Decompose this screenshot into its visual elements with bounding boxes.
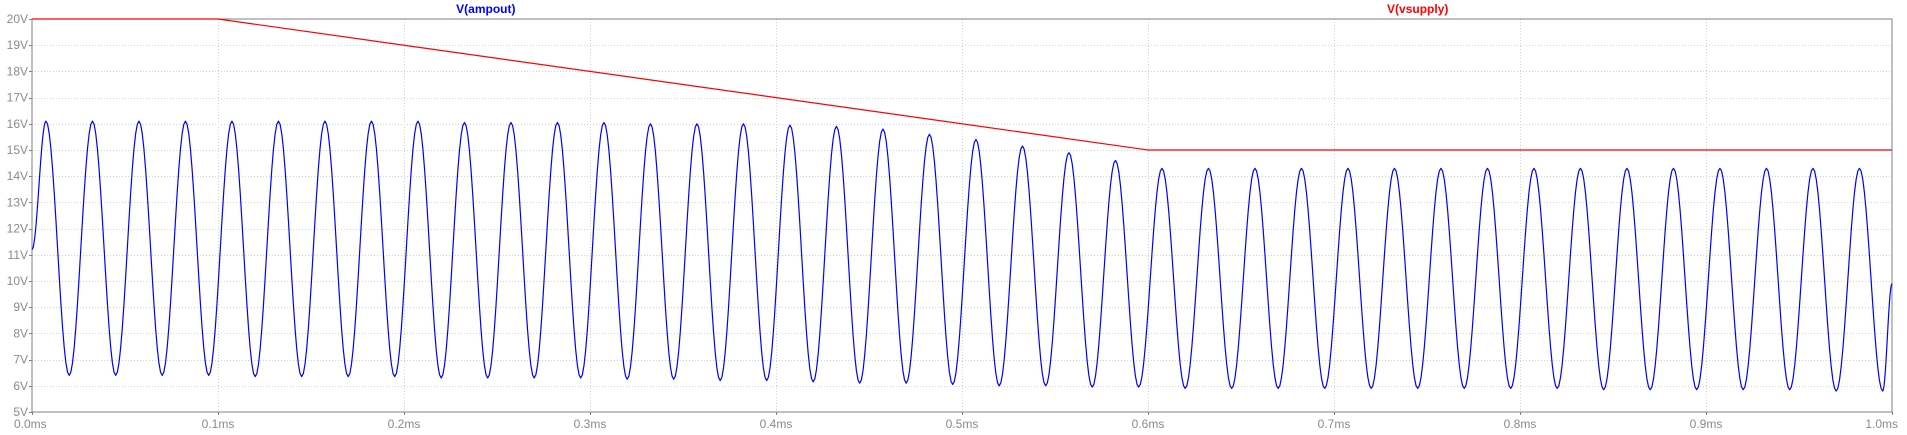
- x-tick-label: 0.1ms: [202, 417, 235, 431]
- y-tick-label: 15V: [7, 143, 28, 157]
- y-tick-label: 19V: [7, 38, 28, 52]
- legend[interactable]: V(vsupply) V(ampout): [456, 2, 1448, 16]
- y-tick-label: 18V: [7, 64, 28, 78]
- x-axis-ticks: 0.0ms 0.1ms 0.2ms 0.3ms 0.4ms 0.5ms 0.6ms 0.7ms…: [14, 412, 1898, 431]
- y-tick-label: 20V: [7, 12, 28, 26]
- y-tick-label: 17V: [7, 91, 28, 105]
- series-line-v-ampout[interactable]: [31, 120, 1893, 392]
- x-tick-label: 0.2ms: [388, 417, 421, 431]
- y-tick-label: 14V: [7, 169, 28, 183]
- y-tick-label: 8V: [13, 326, 28, 340]
- series-layer: [31, 18, 1893, 392]
- y-tick-label: 16V: [7, 117, 28, 131]
- x-tick-label: 0.4ms: [760, 417, 793, 431]
- legend-label-v-ampout[interactable]: V(ampout): [456, 2, 515, 16]
- y-tick-label: 10V: [7, 274, 28, 288]
- x-tick-label: 0.5ms: [946, 417, 979, 431]
- x-tick-label: 0.9ms: [1690, 417, 1723, 431]
- y-tick-label: 7V: [13, 353, 28, 367]
- y-tick-label: 12V: [7, 222, 28, 236]
- y-tick-label: 6V: [13, 379, 28, 393]
- y-tick-label: 5V: [13, 405, 28, 419]
- x-tick-label: 0.6ms: [1132, 417, 1165, 431]
- x-tick-label: 0.0ms: [14, 417, 47, 431]
- y-tick-label: 13V: [7, 195, 28, 209]
- x-tick-label: 0.7ms: [1318, 417, 1351, 431]
- series-line-v-vsupply[interactable]: [32, 18, 1892, 151]
- y-axis-ticks: 5V 6V 7V 8V 9V 10V 11V 12V 13V 14V 15V 16V 17V 18V 19V…: [7, 12, 32, 419]
- x-tick-label: 0.8ms: [1504, 417, 1537, 431]
- x-tick-label: 1.0ms: [1865, 417, 1898, 431]
- legend-label-v-vsupply[interactable]: V(vsupply): [1387, 2, 1448, 16]
- y-tick-label: 9V: [13, 300, 28, 314]
- grid-lines: [32, 19, 1892, 412]
- y-tick-label: 11V: [8, 248, 28, 262]
- x-tick-label: 0.3ms: [574, 417, 607, 431]
